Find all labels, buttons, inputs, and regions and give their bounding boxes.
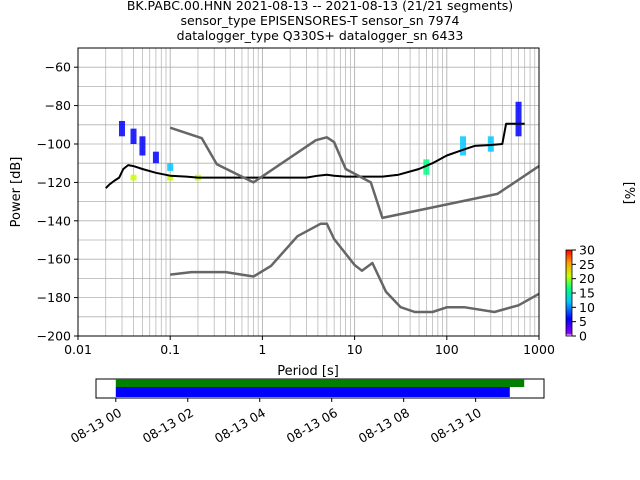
timeline-tick-label: 08-13 04 (212, 405, 268, 446)
y-axis-label: Power [dB] (9, 157, 24, 228)
colorbar-tick-label: 30 (579, 243, 595, 258)
pdf-cell (118, 120, 125, 137)
pdf-cell (130, 174, 137, 181)
colorbar-tick-label: 10 (579, 300, 595, 315)
colorbar-tick-label: 0 (579, 329, 587, 344)
pdf-cell (167, 174, 174, 181)
pdf-cell (139, 136, 146, 156)
y-tick-label: −200 (37, 329, 71, 344)
series-lines (105, 122, 540, 314)
title-line-3: datalogger_type Q330S+ datalogger_sn 643… (176, 28, 464, 43)
y-tick-label: −140 (37, 213, 71, 228)
y-tick-label: −100 (37, 137, 71, 152)
x-tick-label: 1 (258, 342, 266, 357)
y-tick-label: −180 (37, 290, 71, 305)
colorbar-tick-label: 20 (579, 271, 595, 286)
grid (77, 47, 539, 337)
series-noise-model-high (169, 126, 540, 220)
timeline-tick-label: 08-13 08 (356, 405, 412, 446)
plot-frame (77, 47, 540, 337)
y-tick-label: −60 (45, 60, 71, 75)
x-tick-label: 0.01 (64, 342, 92, 357)
pdf-cell (423, 159, 430, 175)
pdf-cell (167, 163, 174, 171)
timeline-bar (115, 387, 510, 397)
x-axis-label: Period [s] (277, 364, 339, 379)
timeline-tick-label: 08-13 06 (284, 405, 340, 446)
x-ticks: 0.01 0.1 1 10 100 1000 (64, 336, 555, 357)
title-line-2: sensor_type EPISENSORES-T sensor_sn 7974 (180, 13, 460, 28)
pdf-cell (460, 136, 467, 156)
colorbar-tick-label: 25 (579, 257, 595, 272)
x-tick-label: 100 (435, 342, 459, 357)
title-line-1: BK.PABC.00.HNN 2021-08-13 -- 2021-08-13 … (126, 0, 514, 13)
pdf-cell (130, 128, 137, 144)
y-ticks: −200 −180 −160 −140 −120 −100 −80 −60 (37, 60, 78, 344)
colorbar-tick-label: 5 (579, 314, 587, 329)
y-tick-label: −160 (37, 252, 71, 267)
timeline-tick-label: 08-13 00 (68, 405, 124, 446)
timeline-bar (115, 379, 525, 387)
colorbar (565, 249, 573, 337)
timeline-tick-label: 08-13 10 (428, 405, 484, 446)
pdf-scatter (118, 101, 522, 181)
pdf-cell (515, 101, 522, 137)
colorbar-tick-label: 15 (579, 286, 595, 301)
y-tick-label: −80 (45, 98, 71, 113)
timeline-bars (115, 379, 525, 397)
x-tick-label: 0.1 (160, 342, 180, 357)
y-tick-label: −120 (37, 175, 71, 190)
series-mean (105, 122, 525, 189)
timeline-tick-label: 08-13 02 (140, 405, 196, 446)
timeline-ticks: 08-13 00 08-13 02 08-13 04 08-13 06 08-13 08… (68, 398, 484, 446)
series-noise-model-low (170, 222, 540, 314)
x-tick-label: 1000 (523, 342, 555, 357)
x-tick-label: 10 (347, 342, 363, 357)
pdf-cell (152, 151, 159, 164)
colorbar-label: [%] (621, 182, 636, 205)
